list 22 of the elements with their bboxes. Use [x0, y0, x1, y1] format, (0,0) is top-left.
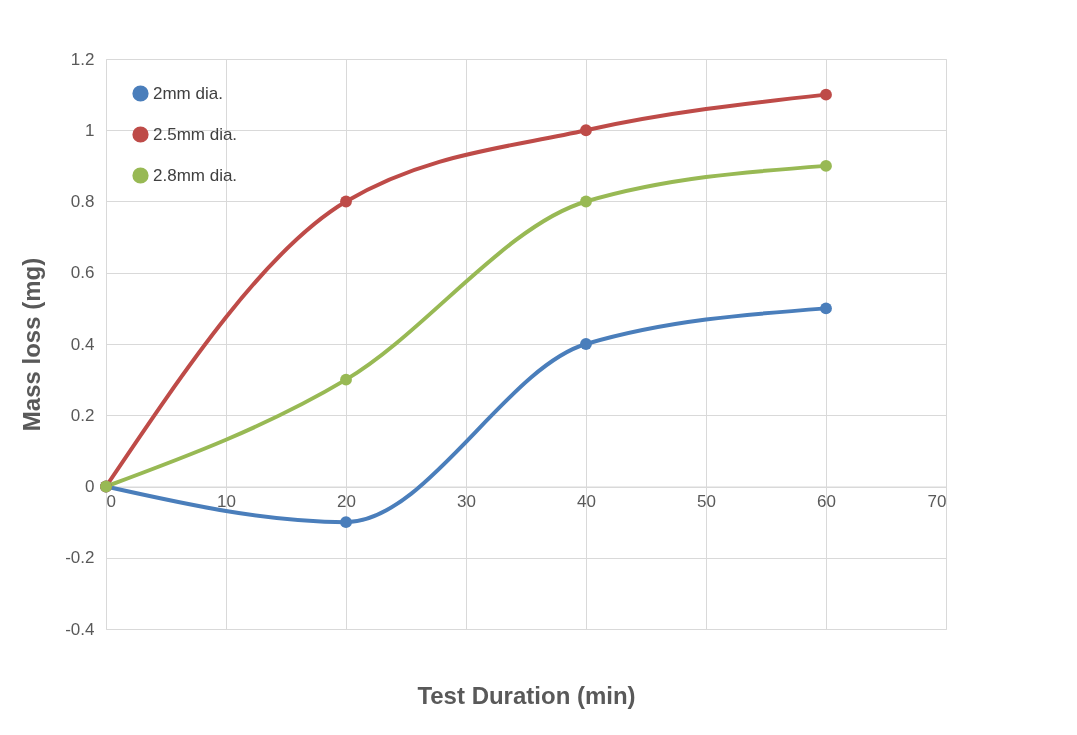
y-tick-label: 0.6 — [70, 263, 95, 283]
y-tick-label: 1.2 — [70, 49, 95, 69]
y-tick-label: -0.2 — [65, 548, 95, 568]
y-tick-label: 0.8 — [70, 192, 95, 211]
y-tick-label: -0.4 — [65, 619, 95, 639]
x-tick-label: 10 — [217, 492, 236, 511]
legend-label: 2.5mm dia. — [153, 124, 238, 144]
x-tick-label: 0 — [106, 492, 116, 511]
y-tick-label: 1 — [85, 120, 95, 140]
x-tick-label: 40 — [577, 492, 596, 511]
x-tick-label: 50 — [697, 492, 716, 511]
y-tick-label: 0.4 — [70, 334, 95, 354]
y-tick-label: 0 — [85, 477, 95, 496]
y-tick-label: 0.2 — [70, 405, 95, 425]
y-axis-title: Mass loss (mg) — [18, 257, 46, 432]
legend-label: 2.8mm dia. — [153, 165, 238, 185]
x-tick-label: 60 — [817, 492, 836, 511]
x-tick-label: 20 — [337, 492, 356, 511]
x-tick-label: 70 — [927, 492, 947, 511]
legend-label: 2mm dia. — [153, 83, 223, 103]
x-tick-label: 30 — [457, 492, 476, 511]
x-axis-title: Test Duration (min) — [417, 681, 636, 709]
